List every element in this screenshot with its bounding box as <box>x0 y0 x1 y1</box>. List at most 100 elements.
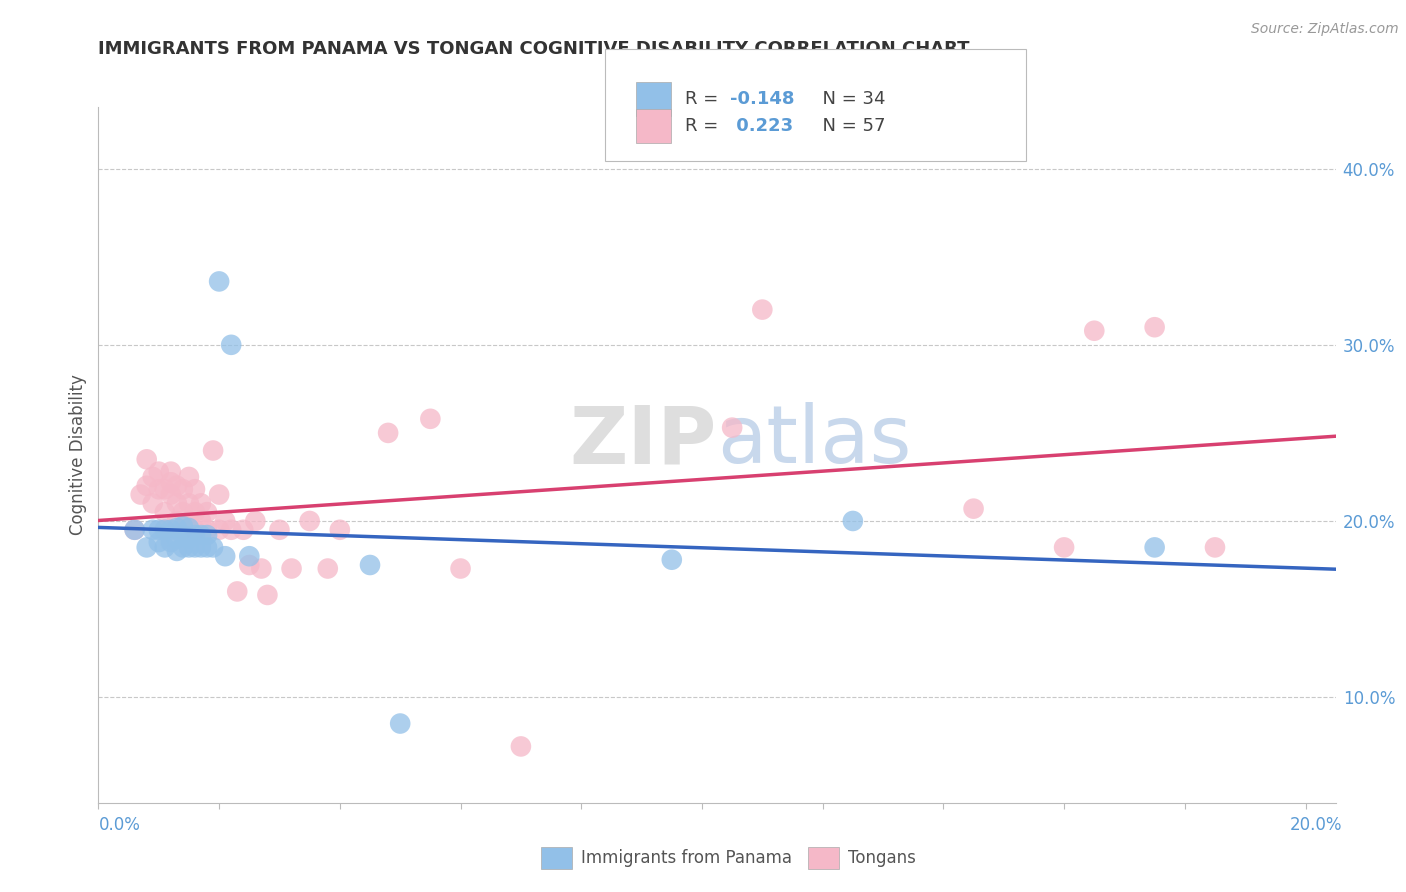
Point <box>329 523 352 537</box>
Point <box>219 338 242 352</box>
Point <box>160 487 183 501</box>
Text: R =: R = <box>685 117 724 135</box>
Point <box>226 584 249 599</box>
Point <box>190 514 212 528</box>
Point <box>153 505 176 519</box>
Point <box>177 470 200 484</box>
Point <box>509 739 531 754</box>
Text: N = 34: N = 34 <box>811 90 886 108</box>
Point <box>153 483 176 497</box>
Point <box>184 505 207 519</box>
Point <box>202 443 225 458</box>
Point <box>184 541 207 555</box>
Y-axis label: Cognitive Disability: Cognitive Disability <box>69 375 87 535</box>
Point <box>245 514 267 528</box>
Point <box>751 302 773 317</box>
Point <box>190 528 212 542</box>
Point <box>214 514 236 528</box>
Point <box>450 561 472 575</box>
Point <box>1053 541 1076 555</box>
Point <box>166 544 188 558</box>
Point <box>153 523 176 537</box>
Point <box>661 552 683 566</box>
Point <box>166 532 188 546</box>
Point <box>129 487 152 501</box>
Point <box>208 523 231 537</box>
Point <box>256 588 278 602</box>
Point <box>153 523 176 537</box>
Text: IMMIGRANTS FROM PANAMA VS TONGAN COGNITIVE DISABILITY CORRELATION CHART: IMMIGRANTS FROM PANAMA VS TONGAN COGNITI… <box>98 40 970 58</box>
Point <box>232 523 254 537</box>
Point <box>316 561 339 575</box>
Point <box>280 561 302 575</box>
Text: 0.223: 0.223 <box>730 117 793 135</box>
Point <box>172 523 194 537</box>
Point <box>172 528 194 542</box>
Point <box>135 541 157 555</box>
Point <box>208 274 231 288</box>
Point <box>419 412 441 426</box>
Point <box>166 521 188 535</box>
Point <box>148 483 170 497</box>
Point <box>195 523 218 537</box>
Point <box>190 496 212 510</box>
Text: atlas: atlas <box>717 402 911 480</box>
Text: 0.0%: 0.0% <box>98 816 141 834</box>
Point <box>184 528 207 542</box>
Point <box>1083 324 1105 338</box>
Point <box>142 496 165 510</box>
Point <box>219 523 242 537</box>
Point <box>842 514 865 528</box>
Point <box>250 561 273 575</box>
Point <box>177 541 200 555</box>
Point <box>238 549 260 564</box>
Point <box>195 541 218 555</box>
Point <box>1204 541 1226 555</box>
Point <box>208 487 231 501</box>
Point <box>721 420 744 434</box>
Point <box>160 465 183 479</box>
Point <box>166 479 188 493</box>
Point <box>166 496 188 510</box>
Point <box>160 475 183 490</box>
Point <box>148 465 170 479</box>
Point <box>389 716 412 731</box>
Point <box>160 523 183 537</box>
Point <box>172 519 194 533</box>
Text: Source: ZipAtlas.com: Source: ZipAtlas.com <box>1251 22 1399 37</box>
Text: R =: R = <box>685 90 724 108</box>
Point <box>124 523 146 537</box>
Point <box>1143 320 1166 334</box>
Point <box>153 541 176 555</box>
Point <box>1143 541 1166 555</box>
Point <box>177 521 200 535</box>
Text: -0.148: -0.148 <box>730 90 794 108</box>
Text: 20.0%: 20.0% <box>1291 816 1343 834</box>
Text: N = 57: N = 57 <box>811 117 886 135</box>
Point <box>298 514 321 528</box>
Point <box>190 541 212 555</box>
Text: Immigrants from Panama: Immigrants from Panama <box>581 849 792 867</box>
Point <box>148 523 170 537</box>
Point <box>172 505 194 519</box>
Point <box>202 541 225 555</box>
Point <box>160 535 183 549</box>
Point <box>166 514 188 528</box>
Point <box>142 470 165 484</box>
Point <box>269 523 291 537</box>
Point <box>177 514 200 528</box>
Point <box>177 532 200 546</box>
Point <box>172 541 194 555</box>
Point <box>184 523 207 537</box>
Point <box>124 523 146 537</box>
Point <box>148 535 170 549</box>
Point <box>177 496 200 510</box>
Point <box>135 452 157 467</box>
Point <box>184 483 207 497</box>
Text: Tongans: Tongans <box>848 849 915 867</box>
Point <box>962 501 984 516</box>
Point <box>142 523 165 537</box>
Point <box>172 483 194 497</box>
Point <box>135 479 157 493</box>
Point <box>377 425 399 440</box>
